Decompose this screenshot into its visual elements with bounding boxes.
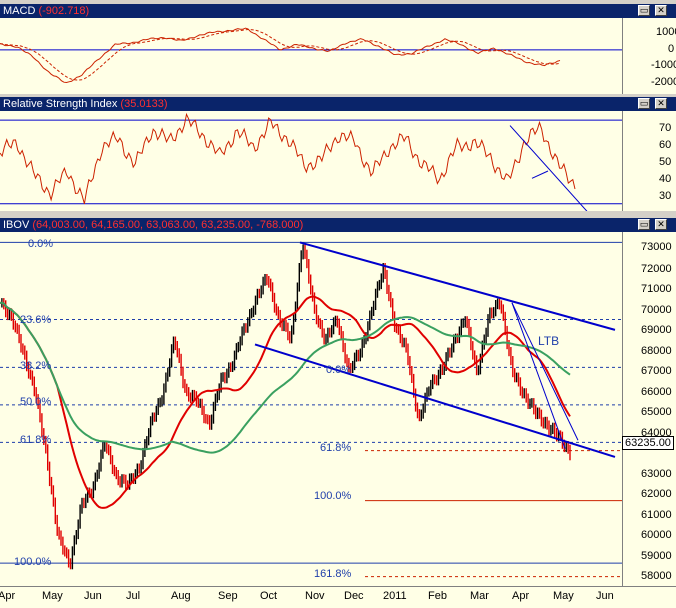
fib-label-left: 0.0% xyxy=(28,238,54,250)
rsi-y-axis: 70 60 50 40 30 xyxy=(622,111,676,211)
month-label: Feb xyxy=(428,590,447,602)
channel-upper-line xyxy=(299,241,616,331)
price-title: IBOV xyxy=(3,219,30,231)
macd-title-bar[interactable]: MACD (-902.718) ▭ ✕ xyxy=(0,4,676,18)
moving-average-long xyxy=(0,301,571,454)
rsi-plot xyxy=(0,111,622,211)
macd-tick: -1000 xyxy=(651,59,676,71)
price-tick: 59000 xyxy=(641,550,672,562)
fib-label-right: 0.0% xyxy=(326,364,352,376)
rsi-tick: 50 xyxy=(659,156,672,168)
fib-label-left: 61.8% xyxy=(20,434,52,446)
price-tick: 58000 xyxy=(641,570,672,582)
price-tick: 63000 xyxy=(641,468,672,480)
fib-label-left: 100.0% xyxy=(14,556,52,568)
price-tick: 72000 xyxy=(641,263,672,275)
rsi-tick: 60 xyxy=(659,139,672,151)
month-label: Apr xyxy=(0,590,16,602)
macd-line xyxy=(0,27,561,84)
fib-label-left: 38.2% xyxy=(20,360,52,372)
fib-label-left: 50.0% xyxy=(20,396,52,408)
rsi-restore-button[interactable]: ▭ xyxy=(638,98,650,109)
rsi-tick: 30 xyxy=(659,190,672,202)
macd-title: MACD xyxy=(3,5,36,17)
price-tick: 65000 xyxy=(641,406,672,418)
price-tick: 73000 xyxy=(641,241,672,253)
macd-tick: 0 xyxy=(668,43,675,55)
price-chart xyxy=(0,241,622,578)
price-title-bar[interactable]: IBOV (64,003.00, 64,165.00, 63,063.00, 6… xyxy=(0,218,676,232)
month-label: May xyxy=(42,590,63,602)
last-price-box: 63235.00 xyxy=(622,436,674,450)
price-tick: 71000 xyxy=(641,283,672,295)
rsi-close-button[interactable]: ✕ xyxy=(655,98,667,109)
ltb-trendline xyxy=(511,302,579,441)
time-axis: Apr May Jun Jul Aug Sep Oct Nov Dec 2011… xyxy=(0,586,676,608)
month-label: 2011 xyxy=(383,590,407,602)
price-tick: 69000 xyxy=(641,324,672,336)
macd-y-axis: 1000 0 -1000 -2000 xyxy=(622,18,676,94)
month-label: Nov xyxy=(305,590,325,602)
fib-label-right: 61.8% xyxy=(320,442,352,454)
rsi-chart xyxy=(0,112,622,211)
month-label: Mar xyxy=(470,590,489,602)
ltb-trendline xyxy=(511,302,566,449)
fib-label-right: 161.8% xyxy=(314,568,352,580)
macd-tick: 1000 xyxy=(656,26,676,38)
price-tick: 68000 xyxy=(641,345,672,357)
month-label: Oct xyxy=(260,590,278,602)
price-tick: 67000 xyxy=(641,365,672,377)
month-label: Jun xyxy=(84,590,102,602)
rsi-value: (35.0133) xyxy=(120,98,168,110)
rsi-title: Relative Strength Index xyxy=(3,98,118,110)
month-label: May xyxy=(553,590,574,602)
price-plot: 0.0% 23.6% 38.2% 50.0% 61.8% 100.0% 0.0%… xyxy=(0,232,622,586)
macd-restore-button[interactable]: ▭ xyxy=(638,5,650,16)
macd-tick: -2000 xyxy=(651,76,676,88)
macd-close-button[interactable]: ✕ xyxy=(655,5,667,16)
month-label: Dec xyxy=(344,590,364,602)
ltb-annotation: LTB xyxy=(538,334,560,348)
moving-average-short xyxy=(0,295,571,509)
rsi-title-bar[interactable]: Relative Strength Index (35.0133) ▭ ✕ xyxy=(0,97,676,111)
month-label: Sep xyxy=(218,590,238,602)
rsi-trendline xyxy=(531,170,549,179)
macd-value: (-902.718) xyxy=(38,5,90,17)
rsi-trendline xyxy=(509,125,588,211)
rsi-line xyxy=(0,112,576,205)
price-tick: 61000 xyxy=(641,509,672,521)
price-restore-button[interactable]: ▭ xyxy=(638,219,650,230)
price-close-button[interactable]: ✕ xyxy=(655,219,667,230)
price-value: (64,003.00, 64,165.00, 63,063.00, 63,235… xyxy=(32,219,304,231)
month-label: Apr xyxy=(512,590,530,602)
fib-label-right: 100.0% xyxy=(314,490,352,502)
month-label: Jun xyxy=(596,590,614,602)
price-bars xyxy=(1,244,571,570)
month-label: Aug xyxy=(171,590,191,602)
month-label: Jul xyxy=(126,590,141,602)
price-tick: 66000 xyxy=(641,386,672,398)
macd-plot xyxy=(0,18,622,94)
channel-lower-line xyxy=(254,343,616,458)
macd-signal-line xyxy=(0,28,561,81)
rsi-tick: 40 xyxy=(659,173,672,185)
price-y-axis: 73000 72000 71000 70000 69000 68000 6700… xyxy=(622,232,676,586)
price-tick: 60000 xyxy=(641,529,672,541)
price-tick: 62000 xyxy=(641,488,672,500)
rsi-tick: 70 xyxy=(659,122,672,134)
fib-label-left: 23.6% xyxy=(20,314,52,326)
macd-chart xyxy=(0,27,622,84)
price-tick: 70000 xyxy=(641,304,672,316)
